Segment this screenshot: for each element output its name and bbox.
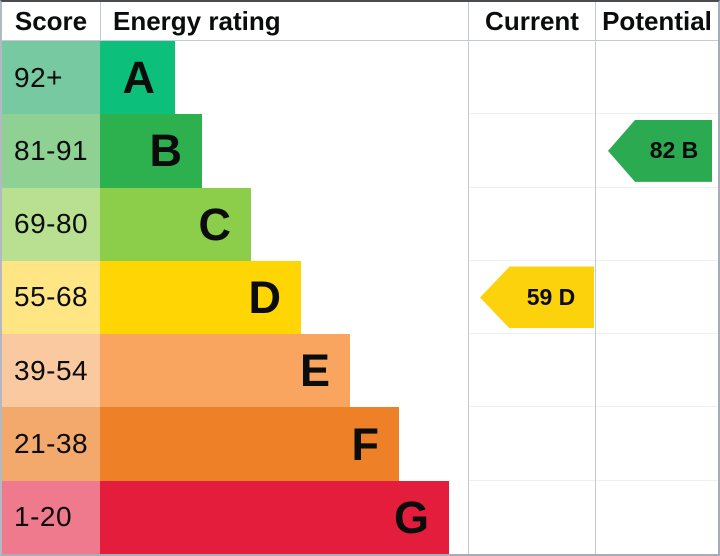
score-range-cell: 1-20 bbox=[2, 480, 100, 554]
row-separator bbox=[468, 479, 718, 481]
band-row-e: 39-54 E bbox=[2, 334, 718, 408]
band-row-a: 92+ A bbox=[2, 41, 718, 115]
score-range-label: 69-80 bbox=[14, 208, 89, 240]
score-range-label: 92+ bbox=[14, 61, 63, 93]
band-row-c: 69-80 C bbox=[2, 187, 718, 261]
band-row-f: 21-38 F bbox=[2, 407, 718, 481]
chart-header: Score Energy rating Current Potential bbox=[2, 2, 718, 41]
score-range-cell: 39-54 bbox=[2, 334, 100, 408]
band-bar-d: D bbox=[100, 260, 301, 335]
band-row-b: 81-91 B 82 B bbox=[2, 114, 718, 188]
band-bar-e: E bbox=[100, 334, 350, 408]
band-bar-b: B bbox=[100, 114, 202, 188]
current-column-divider bbox=[468, 41, 469, 554]
band-row-d: 55-68 D 59 D bbox=[2, 260, 718, 335]
score-range-cell: 69-80 bbox=[2, 187, 100, 261]
score-range-label: 55-68 bbox=[14, 281, 89, 313]
band-bar-g: G bbox=[100, 480, 449, 554]
chart-body: 92+ A 81-91 B 82 B 69-80 C 55-68 D 59 D 39-54 E 21-3… bbox=[2, 41, 718, 554]
band-bar-a: A bbox=[100, 41, 175, 115]
row-separator bbox=[468, 333, 718, 335]
band-row-g: 1-20 G bbox=[2, 480, 718, 554]
header-potential: Potential bbox=[595, 2, 718, 40]
header-energy-rating: Energy rating bbox=[100, 2, 468, 40]
potential-rating-label: 82 B bbox=[649, 137, 699, 164]
score-range-cell: 55-68 bbox=[2, 260, 100, 335]
header-current: Current bbox=[468, 2, 595, 40]
potential-rating-marker: 82 B bbox=[608, 119, 712, 182]
current-rating-label: 59 D bbox=[526, 283, 576, 310]
row-separator bbox=[468, 113, 718, 115]
band-letter: G bbox=[393, 491, 429, 543]
score-range-label: 39-54 bbox=[14, 354, 89, 386]
row-separator bbox=[468, 406, 718, 408]
band-letter: C bbox=[198, 198, 232, 250]
current-rating-marker: 59 D bbox=[480, 266, 594, 329]
band-letter: B bbox=[149, 125, 183, 177]
score-range-cell: 21-38 bbox=[2, 407, 100, 481]
score-range-label: 1-20 bbox=[14, 501, 73, 533]
band-letter: D bbox=[248, 271, 282, 323]
band-letter: E bbox=[299, 345, 330, 397]
header-score: Score bbox=[14, 5, 88, 36]
score-range-cell: 81-91 bbox=[2, 114, 100, 188]
row-separator bbox=[468, 186, 718, 188]
score-range-label: 21-38 bbox=[14, 428, 89, 460]
band-bar-f: F bbox=[100, 407, 399, 481]
band-letter: F bbox=[351, 418, 380, 470]
score-range-cell: 92+ bbox=[2, 41, 100, 115]
band-letter: A bbox=[122, 52, 156, 104]
score-range-label: 81-91 bbox=[14, 134, 89, 166]
band-bar-c: C bbox=[100, 187, 251, 261]
potential-column-divider bbox=[595, 41, 596, 554]
row-separator bbox=[468, 259, 718, 261]
